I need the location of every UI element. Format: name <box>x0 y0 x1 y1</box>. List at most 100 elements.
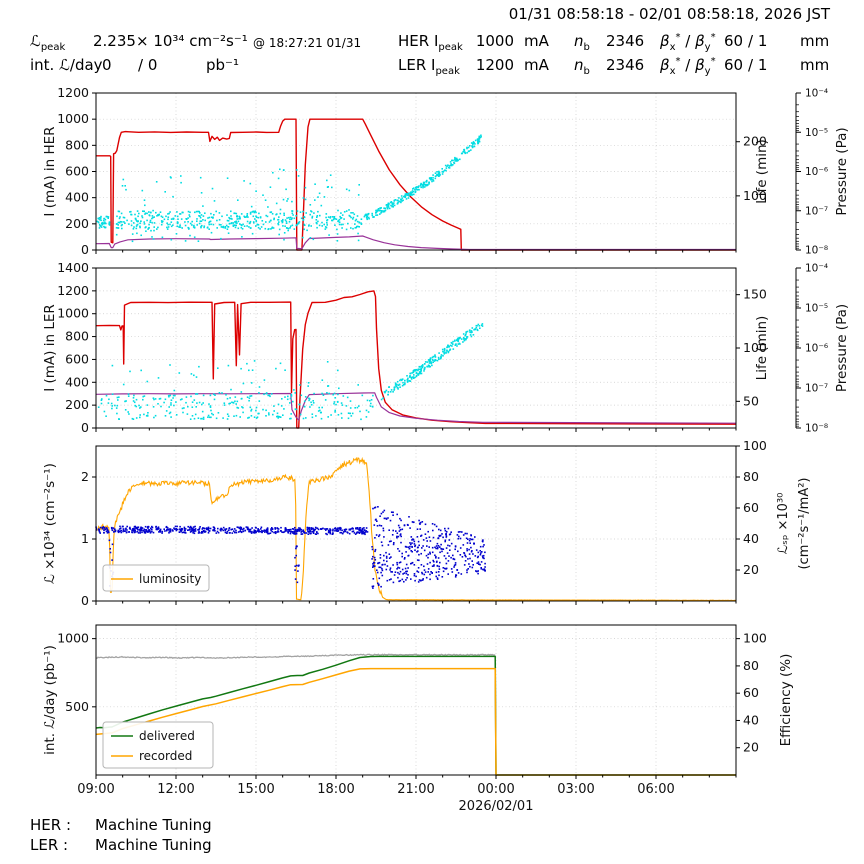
axis-tick-label: 0 <box>81 593 89 608</box>
axis-tick-label: 0 <box>81 420 89 435</box>
series-ler-beam-current <box>95 290 737 429</box>
her-beta-slash-value: / 1 <box>748 32 768 50</box>
series-her-lifetime <box>96 134 482 243</box>
pressure-tick-label: 10⁻⁵ <box>805 127 828 139</box>
axis-tick-label: 1200 <box>57 283 89 298</box>
ler-nb-value: 2346 <box>606 56 645 74</box>
axis-tick-label: 100 <box>743 438 767 453</box>
axis-tick-label: 1000 <box>57 306 89 321</box>
beta-sub-y: y <box>704 42 711 53</box>
nb-symbol-2: n <box>574 56 584 74</box>
beta-sub-x2: x <box>669 66 676 77</box>
pressure-tick-label: 10⁻⁴ <box>805 88 828 100</box>
beta-symbol-y2: β <box>695 56 705 74</box>
axis-tick-label: 400 <box>65 190 89 205</box>
int-lday-slash-value: / 0 <box>138 56 158 74</box>
her-ipeak-text: HER I <box>398 32 439 50</box>
legend-label-recorded: recorded <box>139 749 192 763</box>
axis-tick-label: 1000 <box>57 631 89 646</box>
series-ler-secondary-current <box>95 392 737 424</box>
her-beta-label: βx* / βy* <box>660 32 716 53</box>
her-ipeak-label: HER Ipeak <box>398 32 463 53</box>
axis-tick-label: 1 <box>81 531 89 546</box>
ler-current-units: mA <box>524 56 549 74</box>
axis-tick-label: 400 <box>65 374 89 389</box>
her-current-units: mA <box>524 32 549 50</box>
plot-her: 0 200 400 600 800 1000 1200 I (mA) in HER 100 200… <box>42 85 850 257</box>
int-lday-value: 0 <box>102 56 112 74</box>
beta-symbol-x: β <box>660 32 670 50</box>
axis-tick-label: 2 <box>81 469 89 484</box>
axis-tick-label: 200 <box>65 397 89 412</box>
plot-ler: 0 200 400 600 800 1000 1200 1400 I (mA) in LER 50… <box>42 260 850 435</box>
x-tick-label: 00:00 <box>477 782 514 797</box>
ler-pressure-axis-label: Pressure (Pa) <box>834 304 850 392</box>
ler-life-axis-label: Life (min) <box>754 316 770 381</box>
x-tick-label: 12:00 <box>157 782 194 797</box>
lpeak-timestamp: @ 18:27:21 01/31 <box>253 36 362 50</box>
lpeak-units: × 10³⁴ cm⁻²s⁻¹ <box>136 32 248 50</box>
axis-tick-label: 1400 <box>57 260 89 275</box>
x-tick-label: 18:00 <box>317 782 354 797</box>
beta-sep: / <box>680 32 696 50</box>
her-life-axis-label: Life (min) <box>754 139 770 204</box>
axis-tick-label: 100 <box>743 340 767 355</box>
luminosity-legend: luminosity <box>102 564 210 592</box>
axis-tick-label: 20 <box>743 562 759 577</box>
legend-label-luminosity: luminosity <box>139 572 201 586</box>
pressure-tick-label: 10⁻⁷ <box>805 205 828 217</box>
her-pressure-axis-label: Pressure (Pa) <box>834 127 850 215</box>
axis-tick-label: 50 <box>743 393 759 408</box>
ler-beta-slash-value: / 1 <box>748 56 768 74</box>
pressure-tick-label: 10⁻⁷ <box>805 383 828 395</box>
axis-tick-label: 150 <box>743 287 767 302</box>
beta-sub-y2: y <box>704 66 711 77</box>
series-delivered <box>95 655 736 776</box>
beta-sup-x2: * <box>675 56 681 67</box>
pressure-tick-label: 10⁻⁶ <box>805 166 828 178</box>
ler-beta-units: mm <box>800 56 830 74</box>
footer-ler-label: LER : <box>30 836 69 854</box>
ler-ipeak-text: LER I <box>398 56 436 74</box>
her-ipeak-sub: peak <box>438 42 463 53</box>
x-date-label: 2026/02/01 <box>459 799 534 814</box>
her-ipeak-value: 1000 <box>475 32 514 50</box>
axis-tick-label: 40 <box>743 712 759 727</box>
lpeak-label: ℒpeak <box>30 32 66 53</box>
beta-sup-y2: * <box>710 56 716 67</box>
luminosity-yaxis-label: ℒ ×10³⁴ (cm⁻²s⁻¹) <box>42 463 58 584</box>
pressure-tick-label: 10⁻⁵ <box>805 303 828 315</box>
pressure-tick-label: 10⁻⁴ <box>805 263 828 275</box>
nb-sub: b <box>583 42 590 53</box>
lpeak-symbol: ℒ <box>30 32 41 50</box>
ler-frame <box>95 267 737 429</box>
x-tick-label: 21:00 <box>397 782 434 797</box>
beta-sep-2: / <box>680 56 696 74</box>
beta-sup-x: * <box>675 32 681 43</box>
x-tick-label: 09:00 <box>77 782 114 797</box>
integrated-luminosity-legend: delivered recorded <box>102 721 214 769</box>
legend-label-delivered: delivered <box>139 729 195 743</box>
axis-tick-label: 100 <box>743 631 767 646</box>
ler-ipeak-value: 1200 <box>475 56 514 74</box>
axis-tick-label: 1000 <box>57 111 89 126</box>
series-ler-lifetime <box>97 323 484 421</box>
lpeak-value: 2.235 <box>93 32 136 50</box>
x-tick-label: 03:00 <box>557 782 594 797</box>
footer-her-status: Machine Tuning <box>95 816 212 834</box>
pressure-tick-label: 10⁻⁸ <box>805 423 828 435</box>
axis-tick-label: 100 <box>743 188 767 203</box>
lpeak-symbol-sub: peak <box>40 42 66 53</box>
beta-sup-y: * <box>710 32 716 43</box>
series-luminosity-curve <box>95 456 736 602</box>
beta-symbol-x2: β <box>660 56 670 74</box>
axis-tick-label: 1200 <box>57 85 89 100</box>
int-lday-units: pb⁻¹ <box>206 56 239 74</box>
pressure-tick-label: 10⁻⁶ <box>805 343 828 355</box>
her-beta-value: 60 <box>724 32 744 50</box>
ler-beta-value: 60 <box>724 56 744 74</box>
series-efficiency <box>95 653 496 659</box>
series-specific-luminosity <box>95 506 486 589</box>
